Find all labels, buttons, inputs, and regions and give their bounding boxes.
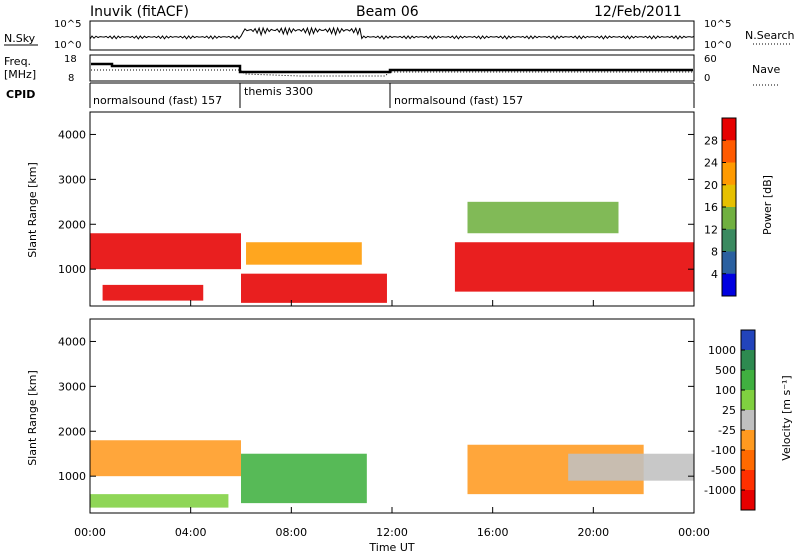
y-tick-label: 2000 [58, 425, 86, 438]
colorbar-swatch [741, 370, 755, 391]
velocity-panel: 1000 2000 3000 4000 Slant Range [km] 1000 50… [26, 318, 793, 514]
colorbar-swatch [722, 140, 736, 163]
power-panel: 1000 2000 3000 4000 Slant Range [km] 28 24 20… [26, 111, 774, 307]
nsky-trace-line [89, 26, 695, 40]
x-tick-label: 04:00 [175, 526, 207, 539]
colorbar-tick-label: -25 [718, 424, 736, 437]
time-axis-label: Time UT [368, 541, 414, 554]
x-tick-label: 12:00 [376, 526, 408, 539]
nsearch-tick-top: 10^5 [704, 19, 731, 30]
freq-unit: [MHz] [4, 68, 36, 81]
freq-panel: Freq. [MHz] 18 8 60 0 Nave [4, 54, 780, 86]
y-tick-label: 2000 [58, 218, 86, 231]
colorbar-frame [740, 329, 756, 511]
colorbar-tick-label: 16 [704, 201, 718, 214]
cpid-segment-1: normalsound (fast) 157 [93, 94, 222, 107]
y-tick-label: 4000 [58, 128, 86, 141]
colorbar-swatch [722, 207, 736, 230]
nave-tick-bottom: 0 [704, 73, 710, 84]
power-echo-region [246, 242, 362, 265]
y-tick-label: 3000 [58, 173, 86, 186]
nsearch-tick-bottom: 10^0 [704, 40, 731, 51]
colorbar-swatch [722, 251, 736, 275]
x-tick-label: 00:00 [678, 526, 710, 539]
velocity-echo-region [568, 453, 694, 481]
cpid-label: CPID [6, 88, 35, 101]
x-tick-label: 08:00 [275, 526, 307, 539]
nave-label: Nave [752, 63, 780, 76]
power-cbar-label: Power [dB] [761, 175, 774, 235]
velocity-cbar-label: Velocity [m s⁻¹] [780, 375, 793, 460]
power-echo-regions [90, 201, 694, 303]
colorbar-tick-label: 24 [704, 157, 718, 170]
power-echo-region [90, 233, 241, 270]
x-tick-label: 16:00 [477, 526, 509, 539]
colorbar-swatch [741, 450, 755, 471]
velocity-echo-regions [90, 440, 694, 508]
nave-tick-top: 60 [704, 54, 717, 65]
time-axis: 00:00 04:00 08:00 12:00 16:00 20:00 00:00 [74, 300, 710, 539]
freq-label: Freq. [4, 55, 31, 68]
colorbar-swatch [722, 118, 736, 141]
power-echo-region [454, 242, 694, 292]
colorbar-tick-label: -1000 [704, 484, 736, 497]
colorbar-tick-label: 500 [715, 364, 736, 377]
station-title: Inuvik (fitACF) [90, 4, 189, 20]
velocity-echo-region [90, 494, 229, 508]
x-tick-label: 20:00 [577, 526, 609, 539]
freq-tick-top: 18 [64, 54, 77, 65]
y-tick-label: 4000 [58, 335, 86, 348]
power-colorbar: 28 24 20 16 12 8 4 [704, 117, 737, 297]
colorbar-swatch [741, 430, 755, 451]
power-ylabel: Slant Range [km] [26, 162, 39, 258]
y-tick-label: 1000 [58, 470, 86, 483]
y-tick-label: 3000 [58, 380, 86, 393]
power-echo-region [102, 284, 204, 301]
cpid-segment-3: normalsound (fast) 157 [394, 94, 523, 107]
freq-trace [91, 62, 693, 74]
colorbar-swatch [722, 162, 736, 186]
colorbar-tick-label: 25 [722, 404, 736, 417]
nsky-label: N.Sky [4, 32, 36, 45]
velocity-ylabel: Slant Range [km] [26, 370, 39, 466]
colorbar-swatch [741, 330, 755, 351]
nave-trace [91, 69, 693, 77]
y-tick-label: 1000 [58, 263, 86, 276]
velocity-echo-region [90, 440, 241, 477]
nsky-panel: N.Sky 10^5 10^0 10^5 10^0 N.Search [4, 19, 795, 51]
cpid-segment-2: themis 3300 [244, 85, 313, 98]
colorbar-swatch [741, 490, 755, 511]
colorbar-swatch [741, 390, 755, 411]
colorbar-tick-label: 12 [704, 223, 718, 236]
colorbar-swatch [722, 229, 736, 252]
beam-title: Beam 06 [356, 4, 419, 20]
colorbar-tick-label: 1000 [708, 344, 736, 357]
colorbar-tick-label: 20 [704, 179, 718, 192]
colorbar-tick-label: -500 [711, 464, 736, 477]
colorbar-swatch [741, 410, 755, 431]
nsky-tick-bottom: 10^0 [54, 40, 81, 51]
power-echo-region [241, 273, 387, 303]
colorbar-tick-label: -100 [711, 444, 736, 457]
power-echo-region [467, 201, 619, 234]
colorbar-tick-label: 4 [711, 268, 718, 281]
colorbar-tick-label: 8 [711, 246, 718, 259]
colorbar-tick-label: 100 [715, 384, 736, 397]
colorbar-tick-label: 28 [704, 134, 718, 147]
x-tick-label: 00:00 [74, 526, 106, 539]
colorbar-swatch [722, 184, 736, 208]
velocity-colorbar: 1000 500 100 25 -25 -100 -500 -1000 [704, 329, 756, 511]
colorbar-swatch [722, 273, 736, 297]
date-title: 12/Feb/2011 [594, 4, 682, 20]
velocity-echo-region [241, 453, 367, 504]
freq-tick-bottom: 8 [68, 73, 74, 84]
cpid-bar: CPID normalsound (fast) 157 themis 3300 … [6, 82, 695, 108]
colorbar-swatch [741, 470, 755, 491]
nsky-tick-top: 10^5 [54, 19, 81, 30]
nsearch-label: N.Search [745, 29, 795, 42]
colorbar-swatch [741, 350, 755, 371]
